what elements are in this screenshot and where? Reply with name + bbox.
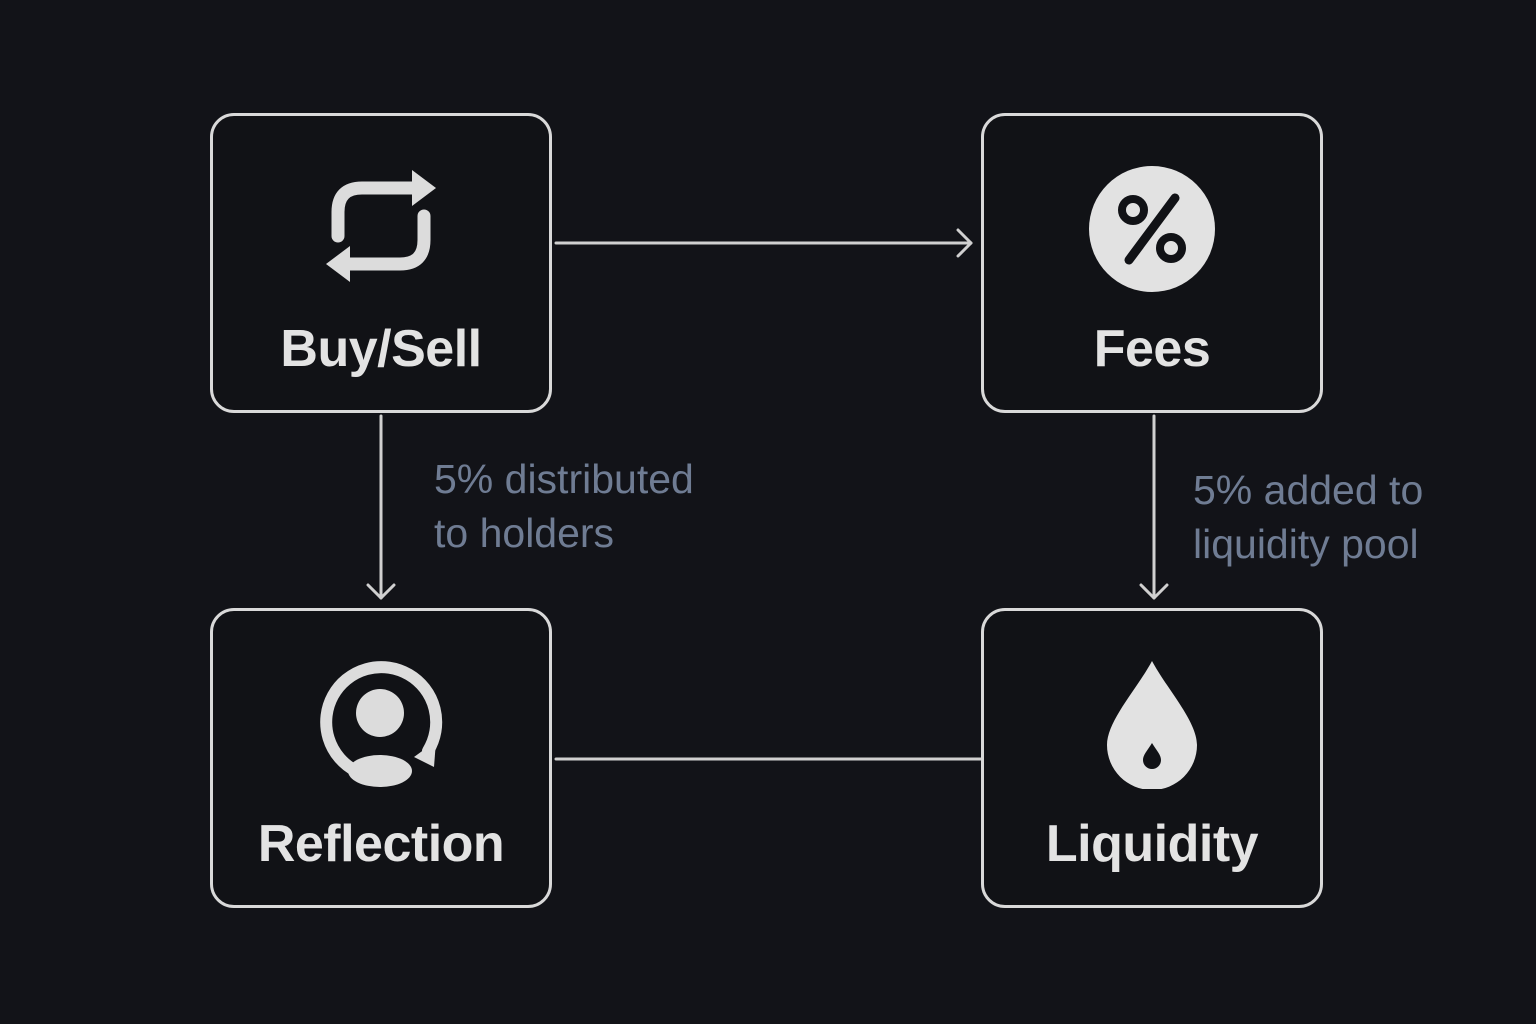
node-fees: Fees — [981, 113, 1323, 413]
percent-icon — [1087, 164, 1217, 294]
swap-arrows-icon — [316, 164, 446, 294]
arrowhead-fees — [956, 228, 973, 258]
arrowhead-liquidity — [1139, 583, 1169, 600]
droplet-icon — [1087, 659, 1217, 789]
node-label: Fees — [1093, 320, 1211, 378]
node-label: Reflection — [257, 815, 505, 873]
user-cycle-icon — [316, 659, 446, 789]
reflection-note: 5% distributed to holders — [434, 456, 694, 556]
node-liquidity: Liquidity — [981, 608, 1323, 908]
node-reflection: Reflection — [210, 608, 552, 908]
arrowhead-reflection — [366, 583, 396, 600]
node-label: Buy/Sell — [280, 320, 482, 378]
node-label: Liquidity — [1045, 815, 1259, 873]
node-buy-sell: Buy/Sell — [210, 113, 552, 413]
liquidity-note: 5% added to liquidity pool — [1193, 467, 1424, 567]
